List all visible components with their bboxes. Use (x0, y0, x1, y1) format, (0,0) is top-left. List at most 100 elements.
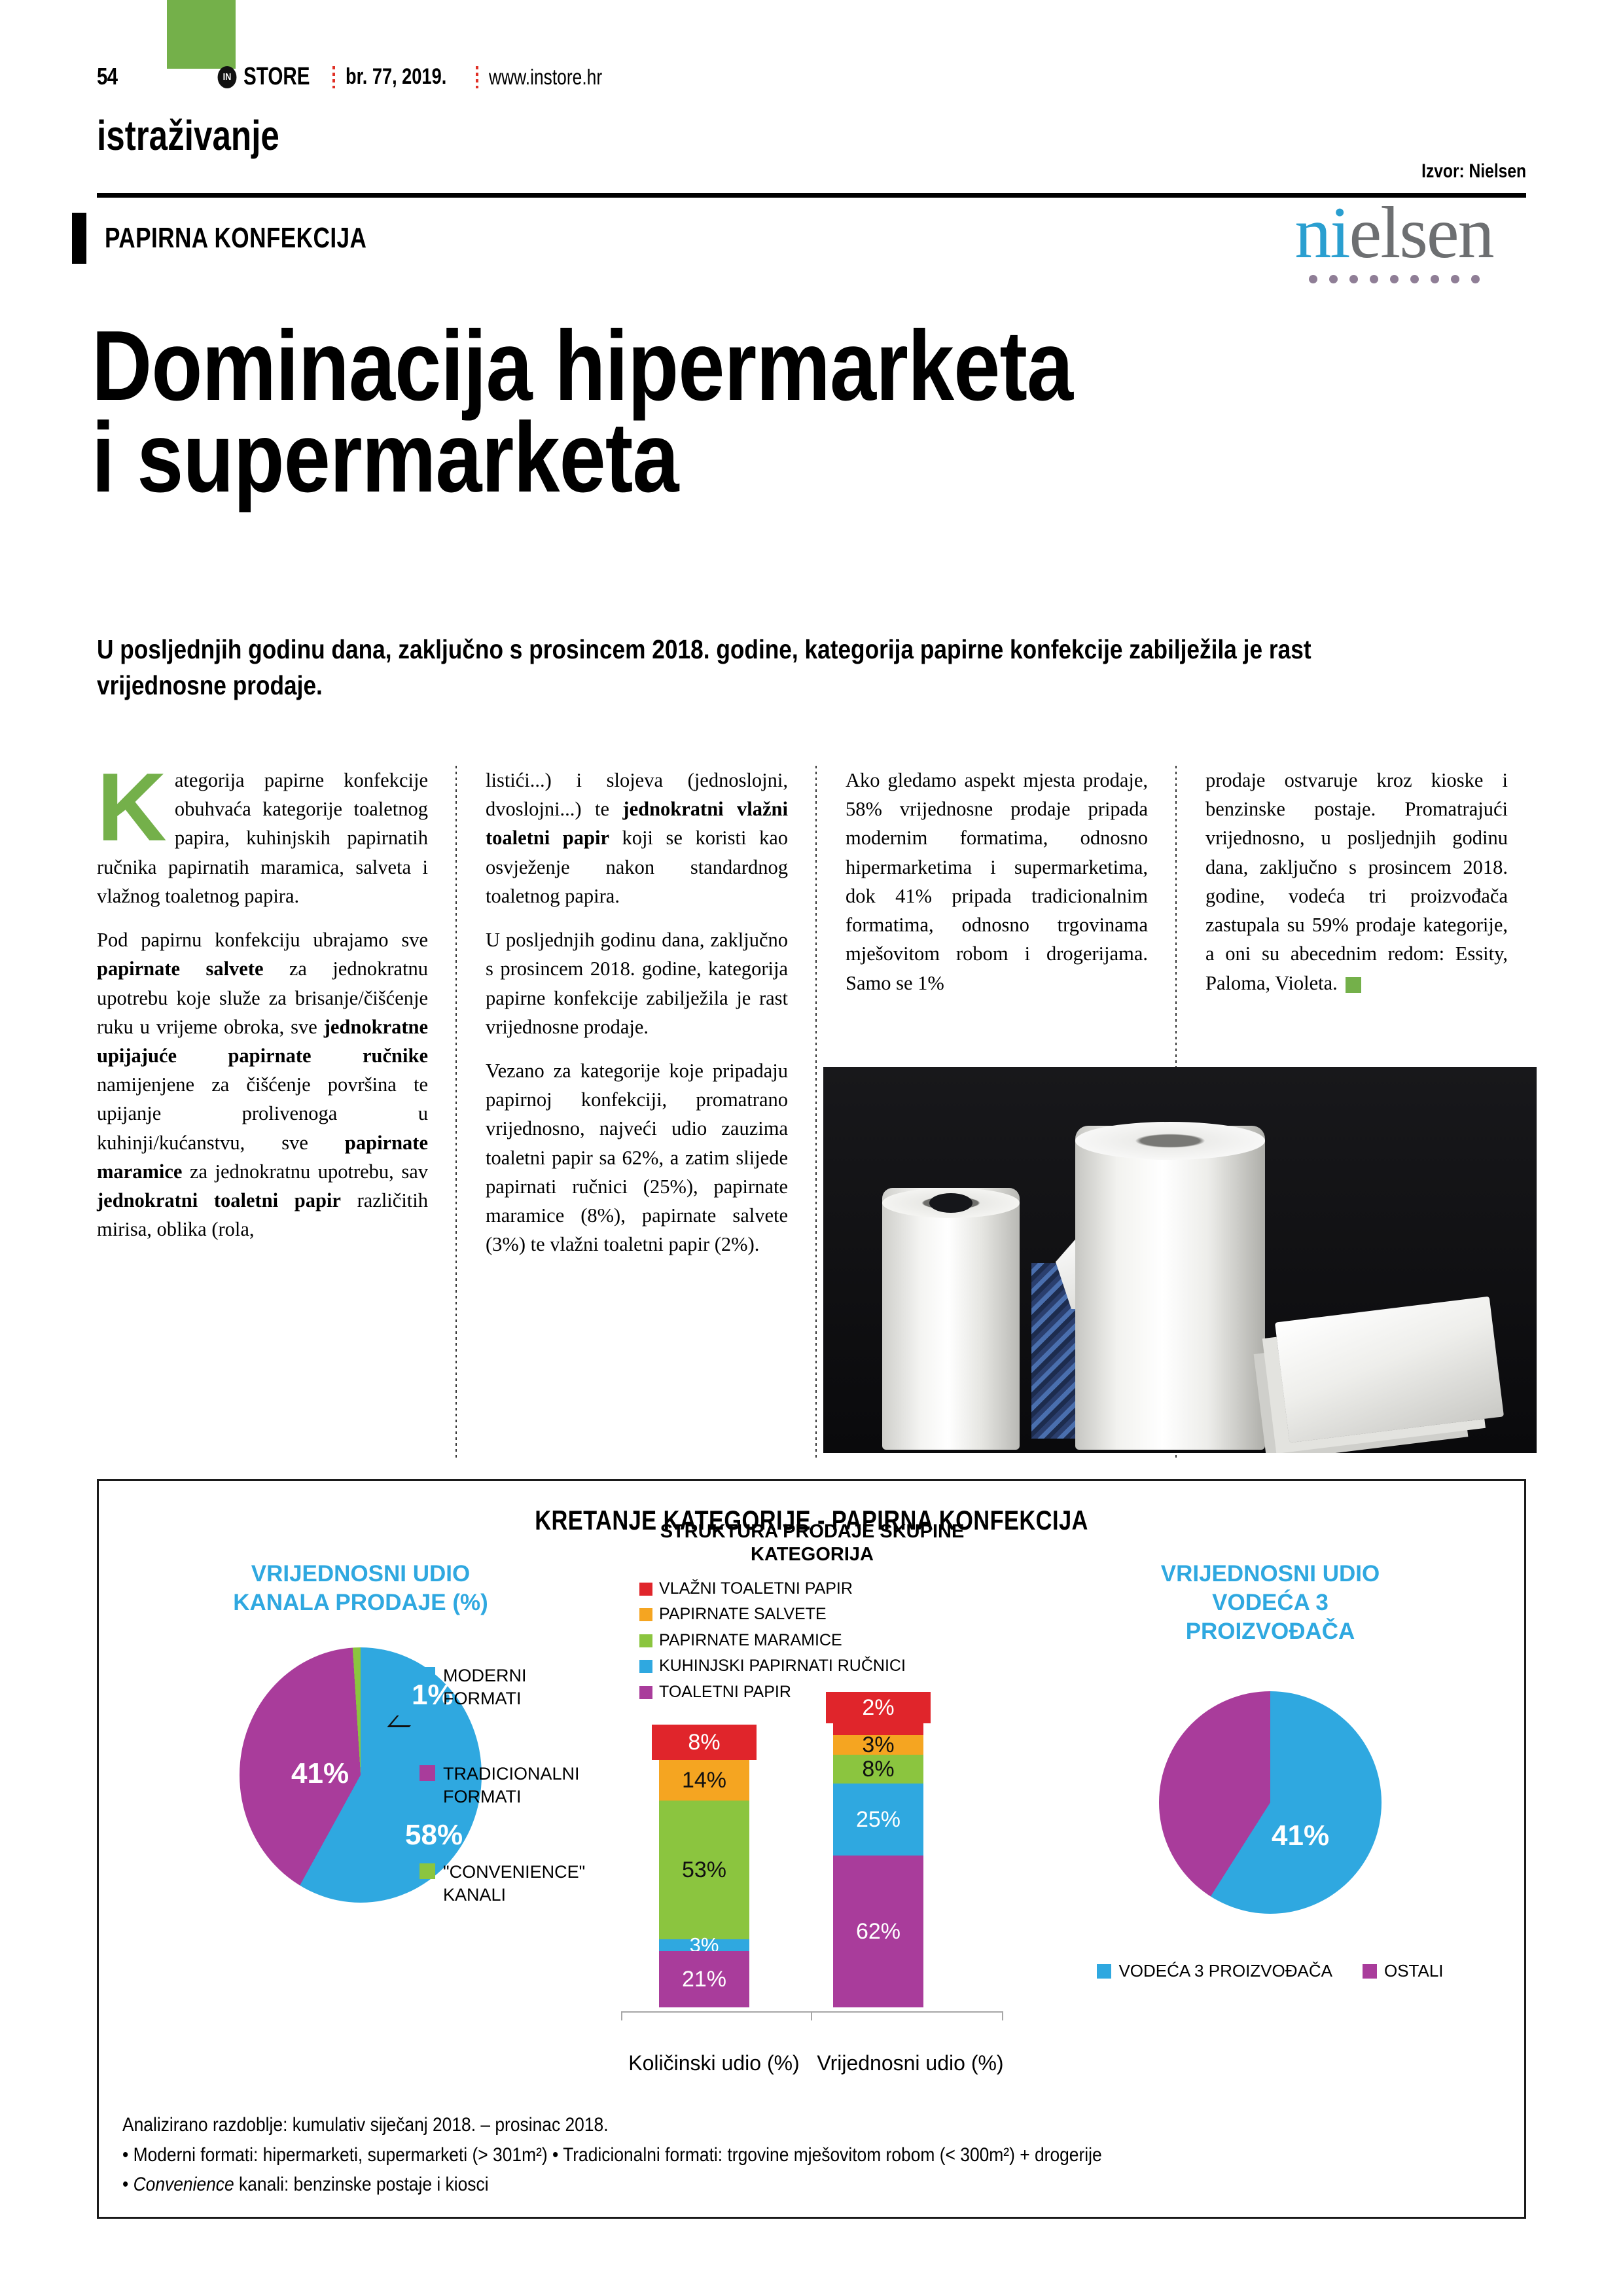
bar-segment-tissues: 53% (659, 1801, 749, 1939)
website-url[interactable]: www.instore.hr (489, 64, 603, 89)
paragraph: prodaje ostvaruje kroz kioske i benzinsk… (1205, 766, 1508, 997)
pie-slice-label-others: 41% (1272, 1820, 1330, 1852)
legend-item[interactable]: "CONVENIENCE" KANALI (419, 1861, 609, 1907)
column-divider (455, 766, 457, 1460)
legend-label-toilet-paper: TOALETNI PAPIR (659, 1682, 791, 1701)
bar-segment-tissues: 8% (833, 1755, 923, 1784)
chart-title-line-2: VODEĆA 3 (1212, 1589, 1329, 1615)
bar-value-share[interactable]: 2% 3% 8% 25% 62% (826, 1692, 931, 2007)
headline-line-1: Dominacija hipermarketa (92, 310, 1073, 422)
legend-label-traditional: TRADICIONALNI FORMATI (443, 1764, 580, 1807)
legend-label-kitchen-towels: KUHINJSKI PAPIRNATI RUČNICI (659, 1657, 906, 1676)
paragraph: Vezano za kategorije koje pripadaju papi… (486, 1059, 788, 1256)
in-badge-icon: IN (217, 65, 237, 88)
x-tick-label-value: Vrijednosni udio (%) (817, 2051, 1004, 2075)
legend-item[interactable]: TRADICIONALNI FORMATI (419, 1763, 609, 1808)
legend-item[interactable]: PAPIRNATE MARAMICE (639, 1629, 1008, 1653)
paragraph: listići...) i slojeva (jednoslojni, dvos… (486, 766, 788, 910)
paper-roll-small (882, 1188, 1020, 1450)
legend-channels: MODERNI FORMATI TRADICIONALNI FORMATI "C… (419, 1664, 609, 1960)
bar-segment-toilet-paper: 21% (659, 1951, 749, 2007)
paragraph: Pod papirnu konfekciju ubrajamo sve papi… (97, 925, 428, 1244)
kicker-bar-icon (72, 213, 86, 264)
bold-term: jednokratni vlažni toaletni papir (486, 798, 788, 850)
nielsen-logo-part1: ni (1294, 192, 1350, 274)
section-title: istraživanje (97, 112, 279, 159)
legend-label-modern: MODERNI FORMATI (443, 1666, 527, 1709)
footnote-formats: • Moderni formati: hipermarketi, superma… (122, 2144, 1102, 2166)
bar-segment-toilet-paper: 62% (833, 1856, 923, 2007)
legend-label-top3: VODEĆA 3 PROIZVOĐAČA (1118, 1961, 1332, 1981)
bold-term: jednokratne upijajuće papirnate ručnike (97, 1015, 428, 1067)
legend-swatch-kitchen-towels (639, 1660, 652, 1673)
bar-segment-kitchen-towels: 3% (659, 1933, 749, 1956)
chart-title-line-1: STRUKTURA PRODAJE SKUPINE (660, 1521, 965, 1542)
green-accent-tab (167, 0, 236, 69)
x-axis (621, 2011, 1003, 2020)
legend-swatch-napkins (639, 1608, 652, 1621)
stacked-bars: 8% 14% 53% 3% 21% 2% 3% 8% 25% 62% (616, 1692, 1008, 2075)
legend-label-tissues: PAPIRNATE MARAMICE (659, 1630, 842, 1649)
pie-slice-label-top3: 59% (1408, 1893, 1466, 1926)
footnote-rest: kanali: benzinske postaje i kiosci (234, 2174, 489, 2196)
paragraph-text: za jednokratnu upotrebu koje služe za br… (97, 958, 428, 1038)
kicker-label: PAPIRNA KONFEKCIJA (105, 222, 367, 254)
chart-sales-channels: VRIJEDNOSNI UDIO KANALA PRODAJE (%) 1% 4… (112, 1560, 609, 2096)
chart-title-line-3: PROIZVOĐAČA (1185, 1618, 1355, 1644)
paper-roll-large (1075, 1122, 1265, 1450)
bar-segment-wet-toilet-paper: 8% (652, 1725, 757, 1760)
paragraph-text: Pod papirnu konfekciju ubrajamo sve (97, 929, 428, 952)
bar-volume-share[interactable]: 8% 14% 53% 3% 21% (652, 1725, 757, 2007)
paragraph-text: za jednokratnu upotrebu, sav (182, 1160, 428, 1183)
chart-title-line-2: KANALA PRODAJE (%) (233, 1589, 488, 1615)
chart-title-channels: VRIJEDNOSNI UDIO KANALA PRODAJE (%) (112, 1560, 609, 1617)
legend-swatch-tissues (639, 1634, 652, 1647)
chart-footnotes: Analizirano razdoblje: kumulativ siječan… (122, 2110, 1332, 2200)
footnote-period: Analizirano razdoblje: kumulativ siječan… (122, 2114, 609, 2136)
bar-segment-wet-toilet-paper: 2% (826, 1692, 931, 1723)
body-column-4: prodaje ostvaruje kroz kioske i benzinsk… (1177, 766, 1537, 1460)
page-title: Dominacija hipermarketa i supermarketa (92, 310, 1334, 507)
bar-segment-napkins: 3% (833, 1732, 923, 1757)
legend-item[interactable]: KUHINJSKI PAPIRNATI RUČNICI (639, 1655, 1008, 1678)
footnote-italic-term: Convenience (133, 2174, 234, 2196)
body-column-3: Ako gledamo aspekt mjesta prodaje, 58% v… (817, 766, 1177, 1460)
legend-swatch-top3 (1097, 1964, 1112, 1979)
source-label: Izvor: Nielsen (1421, 160, 1526, 182)
chart-category-structure: STRUKTURA PRODAJE SKUPINE KATEGORIJA VLA… (616, 1520, 1008, 2096)
pie-slice-label-traditional: 41% (291, 1757, 349, 1789)
legend-item[interactable]: VODEĆA 3 PROIZVOĐAČA (1097, 1961, 1332, 1981)
legend-item[interactable]: VLAŽNI TOALETNI PAPIR (639, 1577, 1008, 1601)
legend-item[interactable]: MODERNI FORMATI (419, 1664, 609, 1710)
chart-title-line-2: KATEGORIJA (751, 1544, 874, 1566)
nielsen-dots-icon (1263, 275, 1525, 283)
pie-chart-top3 (1159, 1691, 1382, 1914)
x-axis-labels: Količinski udio (%) Vrijednosni udio (%) (616, 2051, 1008, 2075)
legend-item[interactable]: OSTALI (1362, 1961, 1444, 1981)
charts-container: VRIJEDNOSNI UDIO KANALA PRODAJE (%) 1% 4… (99, 1521, 1528, 2103)
pie-chart-channels (240, 1647, 482, 1903)
chart-title-line-1: VRIJEDNOSNI UDIO (1160, 1561, 1380, 1587)
brand-word: STORE (243, 63, 310, 90)
dotted-separator-icon (332, 65, 336, 88)
chart-title-top3: VRIJEDNOSNI UDIO VODEĆA 3 PROIZVOĐAČA (1041, 1560, 1499, 1645)
paragraph-text: različitih mirisa, oblika (rola, (97, 1189, 428, 1241)
bold-term: jednokratni toaletni papir (97, 1189, 341, 1212)
chart-panel-title: KRETANJE KATEGORIJE - PAPIRNA KONFEKCIJA (535, 1505, 1088, 1535)
legend-label-others: OSTALI (1383, 1961, 1444, 1981)
legend-swatch-others (1362, 1964, 1377, 1979)
paragraph: Ako gledamo aspekt mjesta prodaje, 58% v… (846, 769, 1148, 994)
legend-label-wet-toilet-paper: VLAŽNI TOALETNI PAPIR (659, 1579, 853, 1598)
paragraph-text: ategorija papirne konfekcije obuhvaća ka… (97, 769, 428, 907)
legend-swatch-traditional (419, 1765, 435, 1782)
end-mark-icon (1345, 977, 1361, 993)
legend-top3: VODEĆA 3 PROIZVOĐAČA OSTALI (1041, 1961, 1499, 1981)
legend-item[interactable]: PAPIRNATE SALVETE (639, 1603, 1008, 1626)
legend-item[interactable]: TOALETNI PAPIR (639, 1681, 1008, 1704)
legend-label-convenience: "CONVENIENCE" KANALI (443, 1862, 586, 1905)
legend-structure: VLAŽNI TOALETNI PAPIR PAPIRNATE SALVETE … (639, 1577, 1008, 1704)
